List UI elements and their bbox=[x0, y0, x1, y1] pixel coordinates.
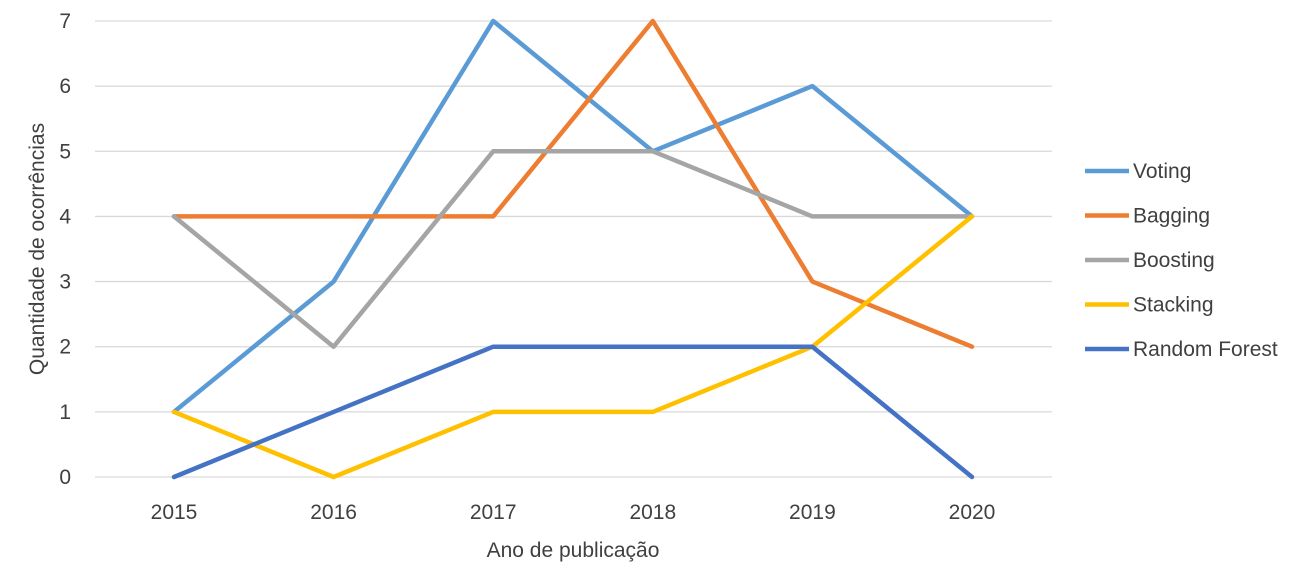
x-tick-label: 2020 bbox=[949, 501, 996, 524]
y-axis-ticks: 0 1 2 3 4 5 6 7 bbox=[59, 10, 71, 489]
series-line-bagging bbox=[171, 18, 975, 349]
legend-label: Random Forest bbox=[1133, 338, 1278, 361]
y-tick-label: 4 bbox=[59, 205, 71, 228]
x-tick-label: 2017 bbox=[470, 501, 517, 524]
x-tick-label: 2016 bbox=[310, 501, 357, 524]
y-tick-label: 5 bbox=[59, 140, 71, 163]
series-lines bbox=[171, 18, 975, 480]
series-line-stacking bbox=[171, 214, 975, 480]
x-tick-label: 2018 bbox=[629, 501, 676, 524]
x-axis-ticks: 2015 2016 2017 2018 2019 2020 bbox=[151, 501, 996, 524]
series-line-random-forest bbox=[171, 344, 975, 480]
y-tick-label: 2 bbox=[59, 336, 71, 359]
x-tick-label: 2019 bbox=[789, 501, 836, 524]
y-tick-label: 6 bbox=[59, 75, 71, 98]
series-line-boosting bbox=[171, 149, 975, 349]
y-axis-label: Quantidade de ocorrências bbox=[26, 123, 49, 375]
series-line-voting bbox=[171, 18, 975, 415]
y-tick-label: 7 bbox=[59, 10, 71, 33]
y-tick-label: 3 bbox=[59, 271, 71, 294]
x-axis-label: Ano de publicação bbox=[487, 539, 660, 562]
legend-label: Voting bbox=[1133, 160, 1191, 183]
legend: Voting Bagging Boosting Stacking Random Fore… bbox=[1085, 160, 1278, 361]
legend-label: Bagging bbox=[1133, 205, 1210, 228]
x-tick-label: 2015 bbox=[151, 501, 198, 524]
y-tick-label: 0 bbox=[59, 466, 71, 489]
legend-label: Boosting bbox=[1133, 249, 1215, 272]
y-tick-label: 1 bbox=[59, 401, 71, 424]
legend-label: Stacking bbox=[1133, 294, 1214, 317]
